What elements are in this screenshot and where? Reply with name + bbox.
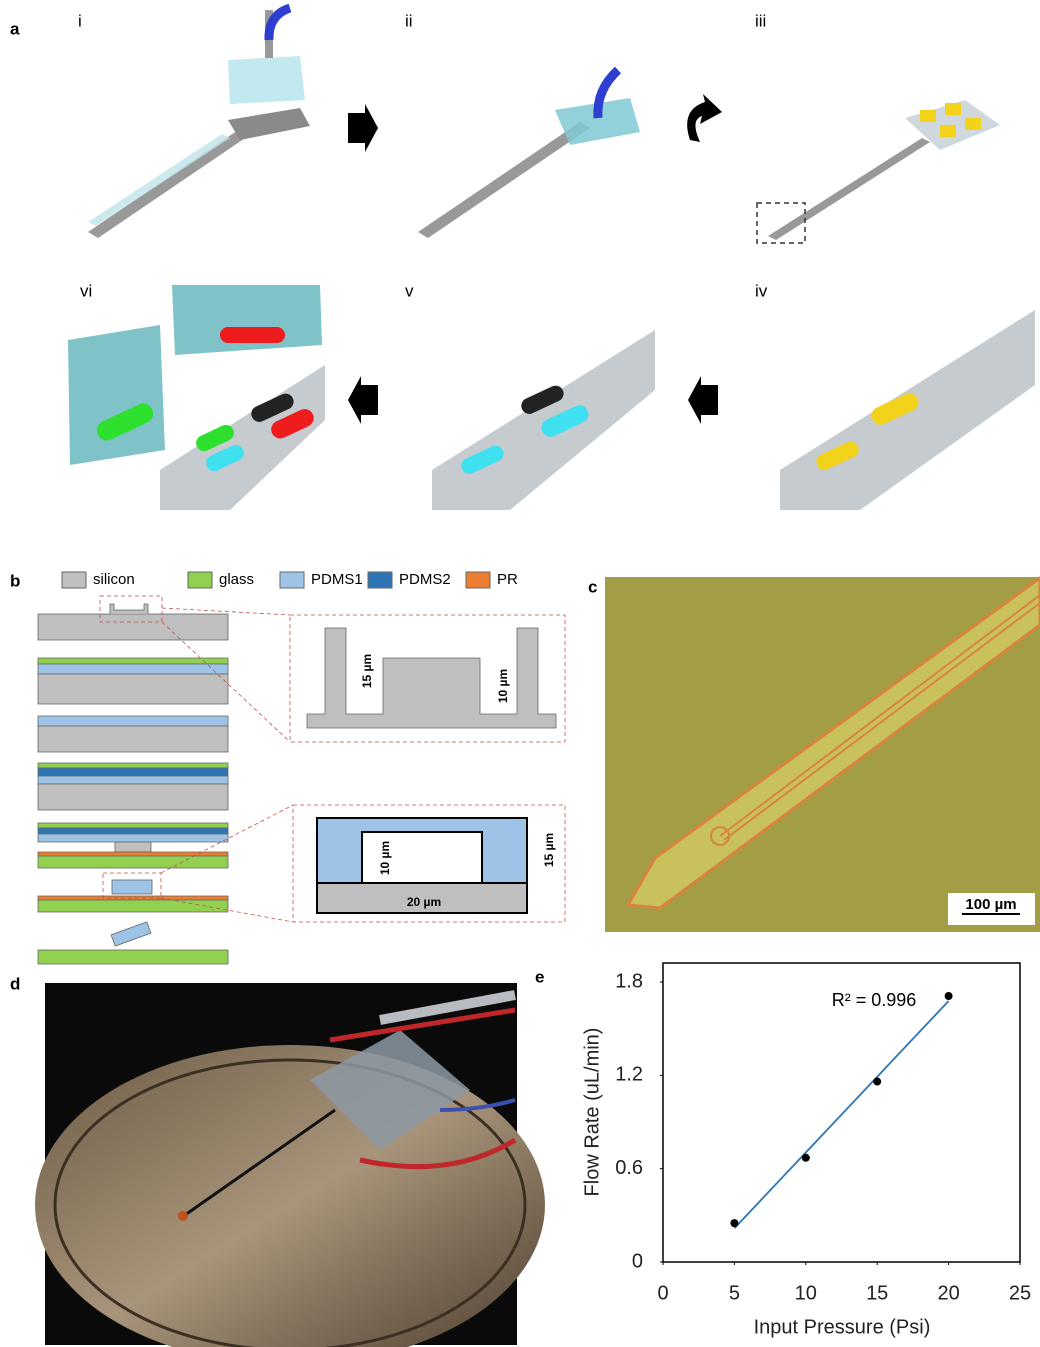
micrograph [605, 577, 1040, 932]
dimension-label: 20 µm [407, 895, 441, 909]
trend-line [734, 1001, 948, 1228]
step-label: vi [80, 281, 92, 300]
figure: a i ii iii iv v vi b silicon glass PDMS1… [0, 0, 1040, 1347]
legend: silicon glass PDMS1 PDMS2 PR [62, 571, 518, 588]
scale-bar-label: 100 µm [965, 896, 1016, 913]
panel-label: a [10, 19, 20, 38]
x-tick-label: 0 [657, 1282, 668, 1304]
data-point [873, 1078, 881, 1086]
photo [35, 983, 545, 1347]
y-tick-label: 0 [632, 1250, 643, 1272]
dimension-label: 10 µm [378, 841, 392, 875]
process-schematic [38, 596, 565, 964]
x-axis-label: Input Pressure (Psi) [754, 1316, 931, 1338]
x-tick-label: 25 [1009, 1282, 1031, 1304]
data-point [945, 992, 953, 1000]
annotation: R² = 0.996 [832, 990, 917, 1010]
legend-label: PR [497, 571, 518, 588]
y-tick-label: 0.6 [615, 1157, 643, 1179]
step-label: v [405, 281, 414, 300]
y-axis-label: Flow Rate (uL/min) [581, 1028, 603, 1197]
y-tick-label: 1.2 [615, 1064, 643, 1086]
panel-label: c [588, 577, 597, 596]
x-tick-label: 10 [795, 1282, 817, 1304]
y-tick-label: 1.8 [615, 970, 643, 992]
x-tick-label: 15 [866, 1282, 888, 1304]
legend-label: glass [219, 571, 254, 588]
dimension-label: 10 µm [496, 669, 510, 703]
data-point [730, 1219, 738, 1227]
data-point [802, 1154, 810, 1162]
dimension-label: 15 µm [360, 654, 374, 688]
step-label: ii [405, 11, 413, 30]
step-label: i [78, 11, 82, 30]
legend-label: PDMS2 [399, 571, 451, 588]
step-label: iv [755, 281, 768, 300]
x-tick-label: 20 [937, 1282, 959, 1304]
panel-label: e [535, 967, 544, 986]
legend-label: PDMS1 [311, 571, 363, 588]
panel-label: b [10, 571, 20, 590]
panel-label: d [10, 974, 20, 993]
page: a i ii iii iv v vi b silicon glass PDMS1… [0, 0, 1040, 1347]
probe-illustration [68, 8, 1035, 510]
step-label: iii [755, 11, 766, 30]
x-tick-label: 5 [729, 1282, 740, 1304]
dimension-label: 15 µm [542, 833, 556, 867]
legend-label: silicon [93, 571, 135, 588]
